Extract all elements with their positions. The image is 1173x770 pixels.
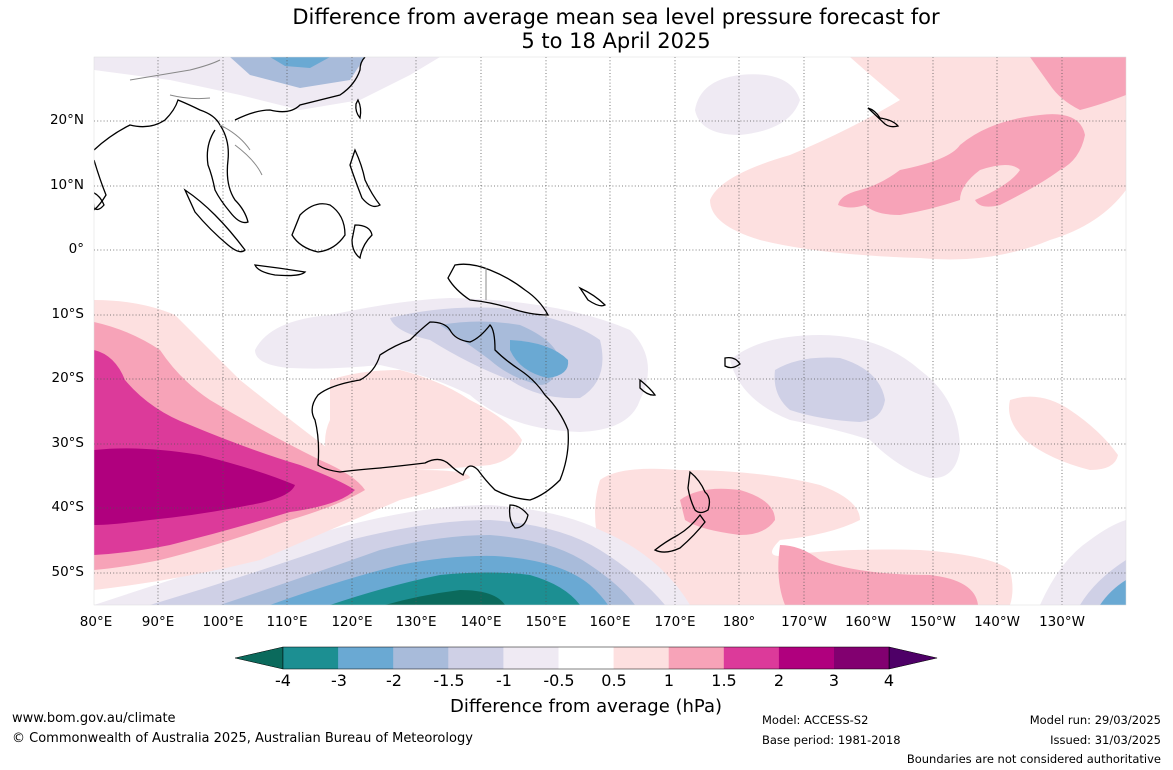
sulawesi-outline [351,224,373,260]
lon-label-170w: 170°W [781,614,827,630]
lon-label-120e: 120°E [331,614,373,630]
map-frame [93,56,1127,606]
footer-copyright: © Commonwealth of Australia 2025, Austra… [12,731,473,746]
sumatra-outline [183,188,246,253]
colorbar-tick: 3 [828,671,840,690]
hawaii-outline [867,107,900,128]
borneo-outline [291,203,346,253]
colorbar-arrow-low [234,646,284,670]
colorbar-cell [613,647,670,669]
java-outline [253,264,307,277]
new-zealand-outline [653,470,711,553]
new-guinea-outline [447,263,550,316]
colorbar-tick: 1.5 [711,671,737,690]
philippines-outline [349,148,381,208]
lat-label-10s: 10°S [51,306,85,322]
lat-label-30s: 30°S [51,435,85,451]
lat-label-20s: 20°S [51,370,85,386]
colorbar-tick: -0.5 [543,671,575,690]
map-title-line-1: Difference from average mean sea level p… [292,5,940,29]
lat-label-0: 0° [68,241,84,257]
australia-outline [311,321,569,501]
taiwan-outline [355,98,362,120]
asia-mainland-outline [94,57,366,224]
colorbar-cell [503,647,559,669]
colorbar-arrow-high [888,646,938,670]
lon-label-130e: 130°E [395,614,437,630]
lat-label-20n: 20°N [49,112,84,128]
colorbar-tick: 1 [663,671,675,690]
sri-lanka-outline [94,192,105,211]
lon-label-160e: 160°E [589,614,631,630]
lat-label-10n: 10°N [49,177,84,193]
graticule [94,57,1126,605]
footer-issued: Issued: 31/03/2025 [1050,733,1161,747]
colorbar-cell [723,647,780,669]
colorbar-tick: -1.5 [433,671,465,690]
footer-disclaimer: Boundaries are not considered authoritat… [906,752,1161,766]
tasmania-outline [508,504,529,529]
colorbar-tick: 0.5 [601,671,627,690]
footer-url: www.bom.gov.au/climate [12,711,176,726]
lon-label-140w: 140°W [974,614,1020,630]
colorbar-label: Difference from average (hPa) [449,696,723,717]
country-borders [129,59,487,300]
lon-label-160w: 160°W [845,614,891,630]
colorbar-tick: -3 [331,671,347,690]
lon-label-100e: 100°E [202,614,244,630]
colorbar-cell [338,647,394,669]
footer-model: Model: ACCESS-S2 [762,713,869,727]
lon-label-180: 180° [722,614,756,630]
lat-label-40s: 40°S [51,499,85,515]
footer-model-run: Model run: 29/03/2025 [1029,713,1161,727]
lon-label-130w: 130°W [1039,614,1085,630]
colorbar-tick: -1 [496,671,512,690]
lon-label-150e: 150°E [525,614,567,630]
colorbar-tick: 2 [773,671,785,690]
colorbar-cell [668,647,725,669]
lon-label-150w: 150°W [910,614,956,630]
map-title-line-2: 5 to 18 April 2025 [521,29,711,53]
lon-label-170e: 170°E [654,614,696,630]
colorbar-cell [393,647,449,669]
colorbar-cell [448,647,504,669]
colorbar-tick: -2 [386,671,402,690]
anomaly-contours [94,57,1126,605]
colorbar-cell [558,647,615,669]
coastlines [94,57,900,553]
colorbar-frame [282,646,890,670]
colorbar-cell [778,647,835,669]
colorbar-tick: 4 [883,671,895,690]
lon-label-90e: 90°E [141,614,175,630]
colorbar-cell [834,647,890,669]
lon-label-80e: 80°E [79,614,113,630]
lon-label-110e: 110°E [266,614,308,630]
colorbar-cell [283,647,339,669]
lon-label-140e: 140°E [460,614,502,630]
india-outline [94,159,107,211]
lat-label-50s: 50°S [51,564,85,580]
colorbar-tick: -4 [275,671,291,690]
footer-base-period: Base period: 1981-2018 [762,733,901,747]
